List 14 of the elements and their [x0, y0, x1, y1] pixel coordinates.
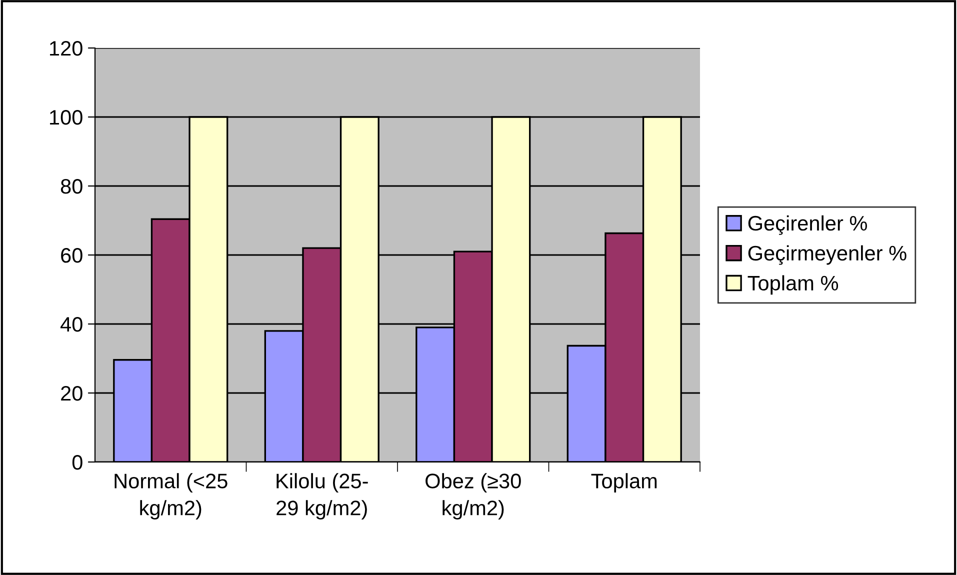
y-tick-label: 100: [50, 110, 82, 125]
x-tick-label: Toplam: [591, 473, 657, 493]
y-tick-label: 60: [61, 248, 82, 263]
x-tick-label: Kilolu (25- 29 kg/m2): [276, 473, 368, 520]
legend-label: Geçirmeyenler %: [748, 245, 906, 265]
y-tick-label: 0: [72, 455, 82, 470]
legend-label: Geçirenler %: [748, 215, 867, 235]
y-tick-label: 80: [60, 179, 82, 194]
y-tick-label: 120: [50, 41, 82, 56]
legend-label: Toplam %: [748, 275, 838, 295]
y-tick-label: 20: [61, 386, 82, 401]
y-tick-label: 40: [60, 317, 82, 332]
x-tick-label: Normal (<25 kg/m2): [114, 473, 228, 520]
x-tick-label: Obez (≥30 kg/m2): [426, 473, 521, 520]
